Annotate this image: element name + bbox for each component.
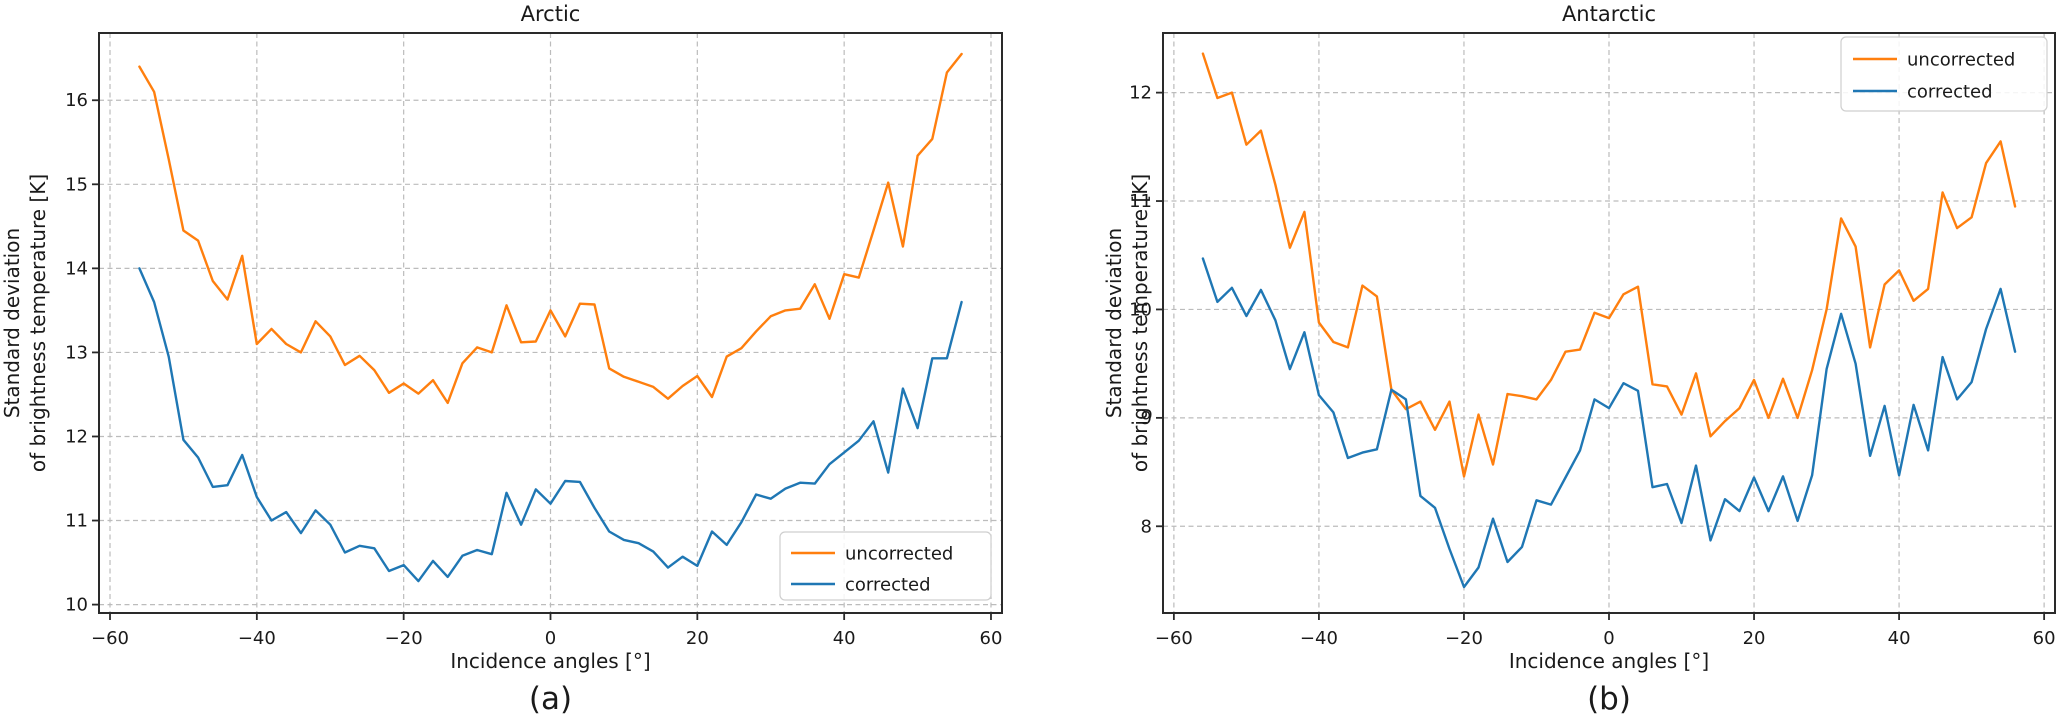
- y-tick-label: 11: [1129, 191, 1152, 212]
- x-tick-label: −40: [238, 628, 276, 649]
- plot-border: [1162, 32, 2056, 614]
- y-tick-label: 11: [65, 511, 88, 532]
- y-tick-label: 8: [1141, 516, 1152, 537]
- y-tick-label: 10: [65, 595, 88, 616]
- panel-arctic: −60 −40 −20 0 20 40 60 10 11 12 13 14 15 16 uncorrecte…: [65, 32, 1003, 649]
- panel-antarctic: −60 −40 −20 0 20 40 60 8 9 10 11 12 uncorrected corre…: [1129, 32, 2056, 649]
- x-tick-label: −20: [1445, 628, 1483, 649]
- x-tick-label: 0: [545, 628, 556, 649]
- series-line-corrected: [1201, 257, 2017, 589]
- y-tick-label: 10: [1129, 299, 1152, 320]
- x-tick-label: −60: [1155, 628, 1193, 649]
- x-tick-label: 40: [833, 628, 856, 649]
- legend-box: [1840, 36, 2048, 112]
- figure-caption-b: (b): [1587, 681, 1631, 717]
- panel-b-x-axis-label: Incidence angles [°]: [1508, 649, 1710, 673]
- panel-a-y-axis-label-text: Standard deviation of brightness tempera…: [0, 173, 50, 473]
- series-line-uncorrected: [138, 52, 963, 405]
- figure-caption-a: (a): [528, 681, 573, 717]
- legend-label-corrected: corrected: [845, 575, 931, 596]
- legend: uncorrected corrected: [779, 531, 992, 601]
- legend-label-corrected: corrected: [1907, 82, 1993, 103]
- y-tick-label: 12: [65, 426, 88, 447]
- legend-label-uncorrected: uncorrected: [1907, 50, 2015, 71]
- y-tick-label: 14: [65, 258, 88, 279]
- x-tick-label: 40: [1888, 628, 1911, 649]
- y-tick-label: 12: [1129, 83, 1152, 104]
- panel-a-title: Arctic: [520, 2, 581, 26]
- panel-b-title: Antarctic: [1561, 2, 1657, 26]
- y-tick-label: 13: [65, 342, 88, 363]
- y-tick-label: 15: [65, 174, 88, 195]
- panel-a-x-axis-label: Incidence angles [°]: [450, 649, 651, 673]
- x-tick-label: −60: [91, 628, 129, 649]
- x-tick-label: −40: [1300, 628, 1338, 649]
- x-tick-label: 60: [980, 628, 1003, 649]
- x-tick-label: 20: [1743, 628, 1766, 649]
- x-tick-label: 20: [686, 628, 709, 649]
- x-tick-label: 0: [1603, 628, 1614, 649]
- legend-label-uncorrected: uncorrected: [845, 544, 953, 565]
- series-line-uncorrected: [1201, 52, 2017, 478]
- panel-b-y-axis-label-text: Standard deviation of brightness tempera…: [1102, 173, 1152, 473]
- x-tick-label: −20: [385, 628, 423, 649]
- y-tick-label: 16: [65, 90, 88, 111]
- series-line-corrected: [138, 267, 963, 583]
- x-tick-label: 60: [2033, 628, 2056, 649]
- legend: uncorrected corrected: [1840, 36, 2048, 112]
- plot-border: [98, 32, 1003, 614]
- y-tick-label: 9: [1141, 408, 1152, 429]
